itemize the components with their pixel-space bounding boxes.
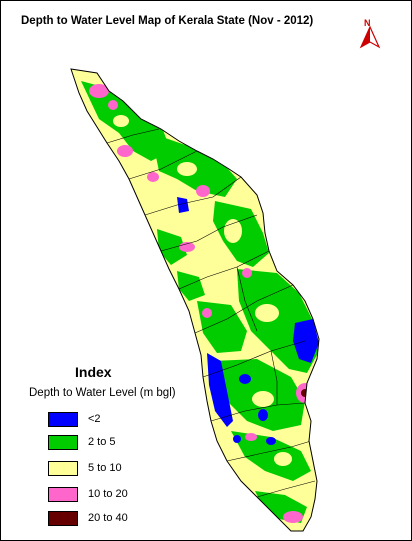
- legend-subtitle: Depth to Water Level (m bgl): [29, 387, 176, 399]
- legend-label-20-to-40: 20 to 40: [88, 512, 128, 524]
- legend-label-10-to-20: 10 to 20: [88, 488, 128, 500]
- legend-title: Index: [75, 364, 112, 380]
- pink-zone-9: [245, 433, 257, 441]
- legend-label-lt2: <2: [88, 413, 101, 425]
- legend-label-5-to-10: 5 to 10: [88, 462, 122, 474]
- legend-swatch-20-to-40: [48, 511, 78, 526]
- blue-spot-1: [239, 374, 251, 384]
- pink-zone-10: [283, 511, 303, 523]
- legend-swatch-2-to-5: [48, 435, 78, 450]
- green-zone-west-2: [177, 271, 205, 301]
- state-outline: [70, 68, 320, 532]
- legend-swatch-10-to-20: [48, 487, 78, 502]
- yellow-pocket-6: [113, 115, 129, 127]
- north-label: N: [364, 18, 371, 28]
- legend-swatch-5-to-10: [48, 461, 78, 476]
- pink-zone-3: [147, 172, 159, 182]
- pink-zone-6: [202, 308, 212, 318]
- pink-zone-5: [179, 242, 195, 252]
- maroon-zone-1: [301, 389, 309, 397]
- north-arrow-icon: [359, 25, 381, 49]
- yellow-pocket-4: [252, 391, 274, 407]
- map-title: Depth to Water Level Map of Kerala State…: [21, 15, 314, 27]
- blue-spot-3: [233, 435, 241, 443]
- pink-zone-2: [117, 145, 133, 157]
- pink-zone-7: [242, 268, 252, 278]
- blue-zone-coastal: [207, 353, 233, 427]
- pink-zone-4: [196, 185, 210, 197]
- yellow-pocket-3: [255, 304, 279, 322]
- blue-spot-4: [266, 437, 276, 445]
- yellow-pocket-1: [177, 162, 197, 176]
- green-zone-south-2: [231, 431, 311, 481]
- pink-zone-11: [108, 100, 118, 110]
- pink-zone-1: [89, 84, 109, 98]
- blue-spot-2: [258, 409, 268, 421]
- blue-zone-north: [177, 197, 189, 213]
- green-zone-west-1: [157, 229, 187, 265]
- district-boundaries: [106, 128, 316, 498]
- yellow-pocket-2: [224, 219, 242, 243]
- legend-swatch-lt2: [48, 412, 78, 427]
- yellow-pocket-5: [274, 452, 292, 466]
- legend-label-2-to-5: 2 to 5: [88, 436, 116, 448]
- blue-zone-east: [293, 319, 319, 363]
